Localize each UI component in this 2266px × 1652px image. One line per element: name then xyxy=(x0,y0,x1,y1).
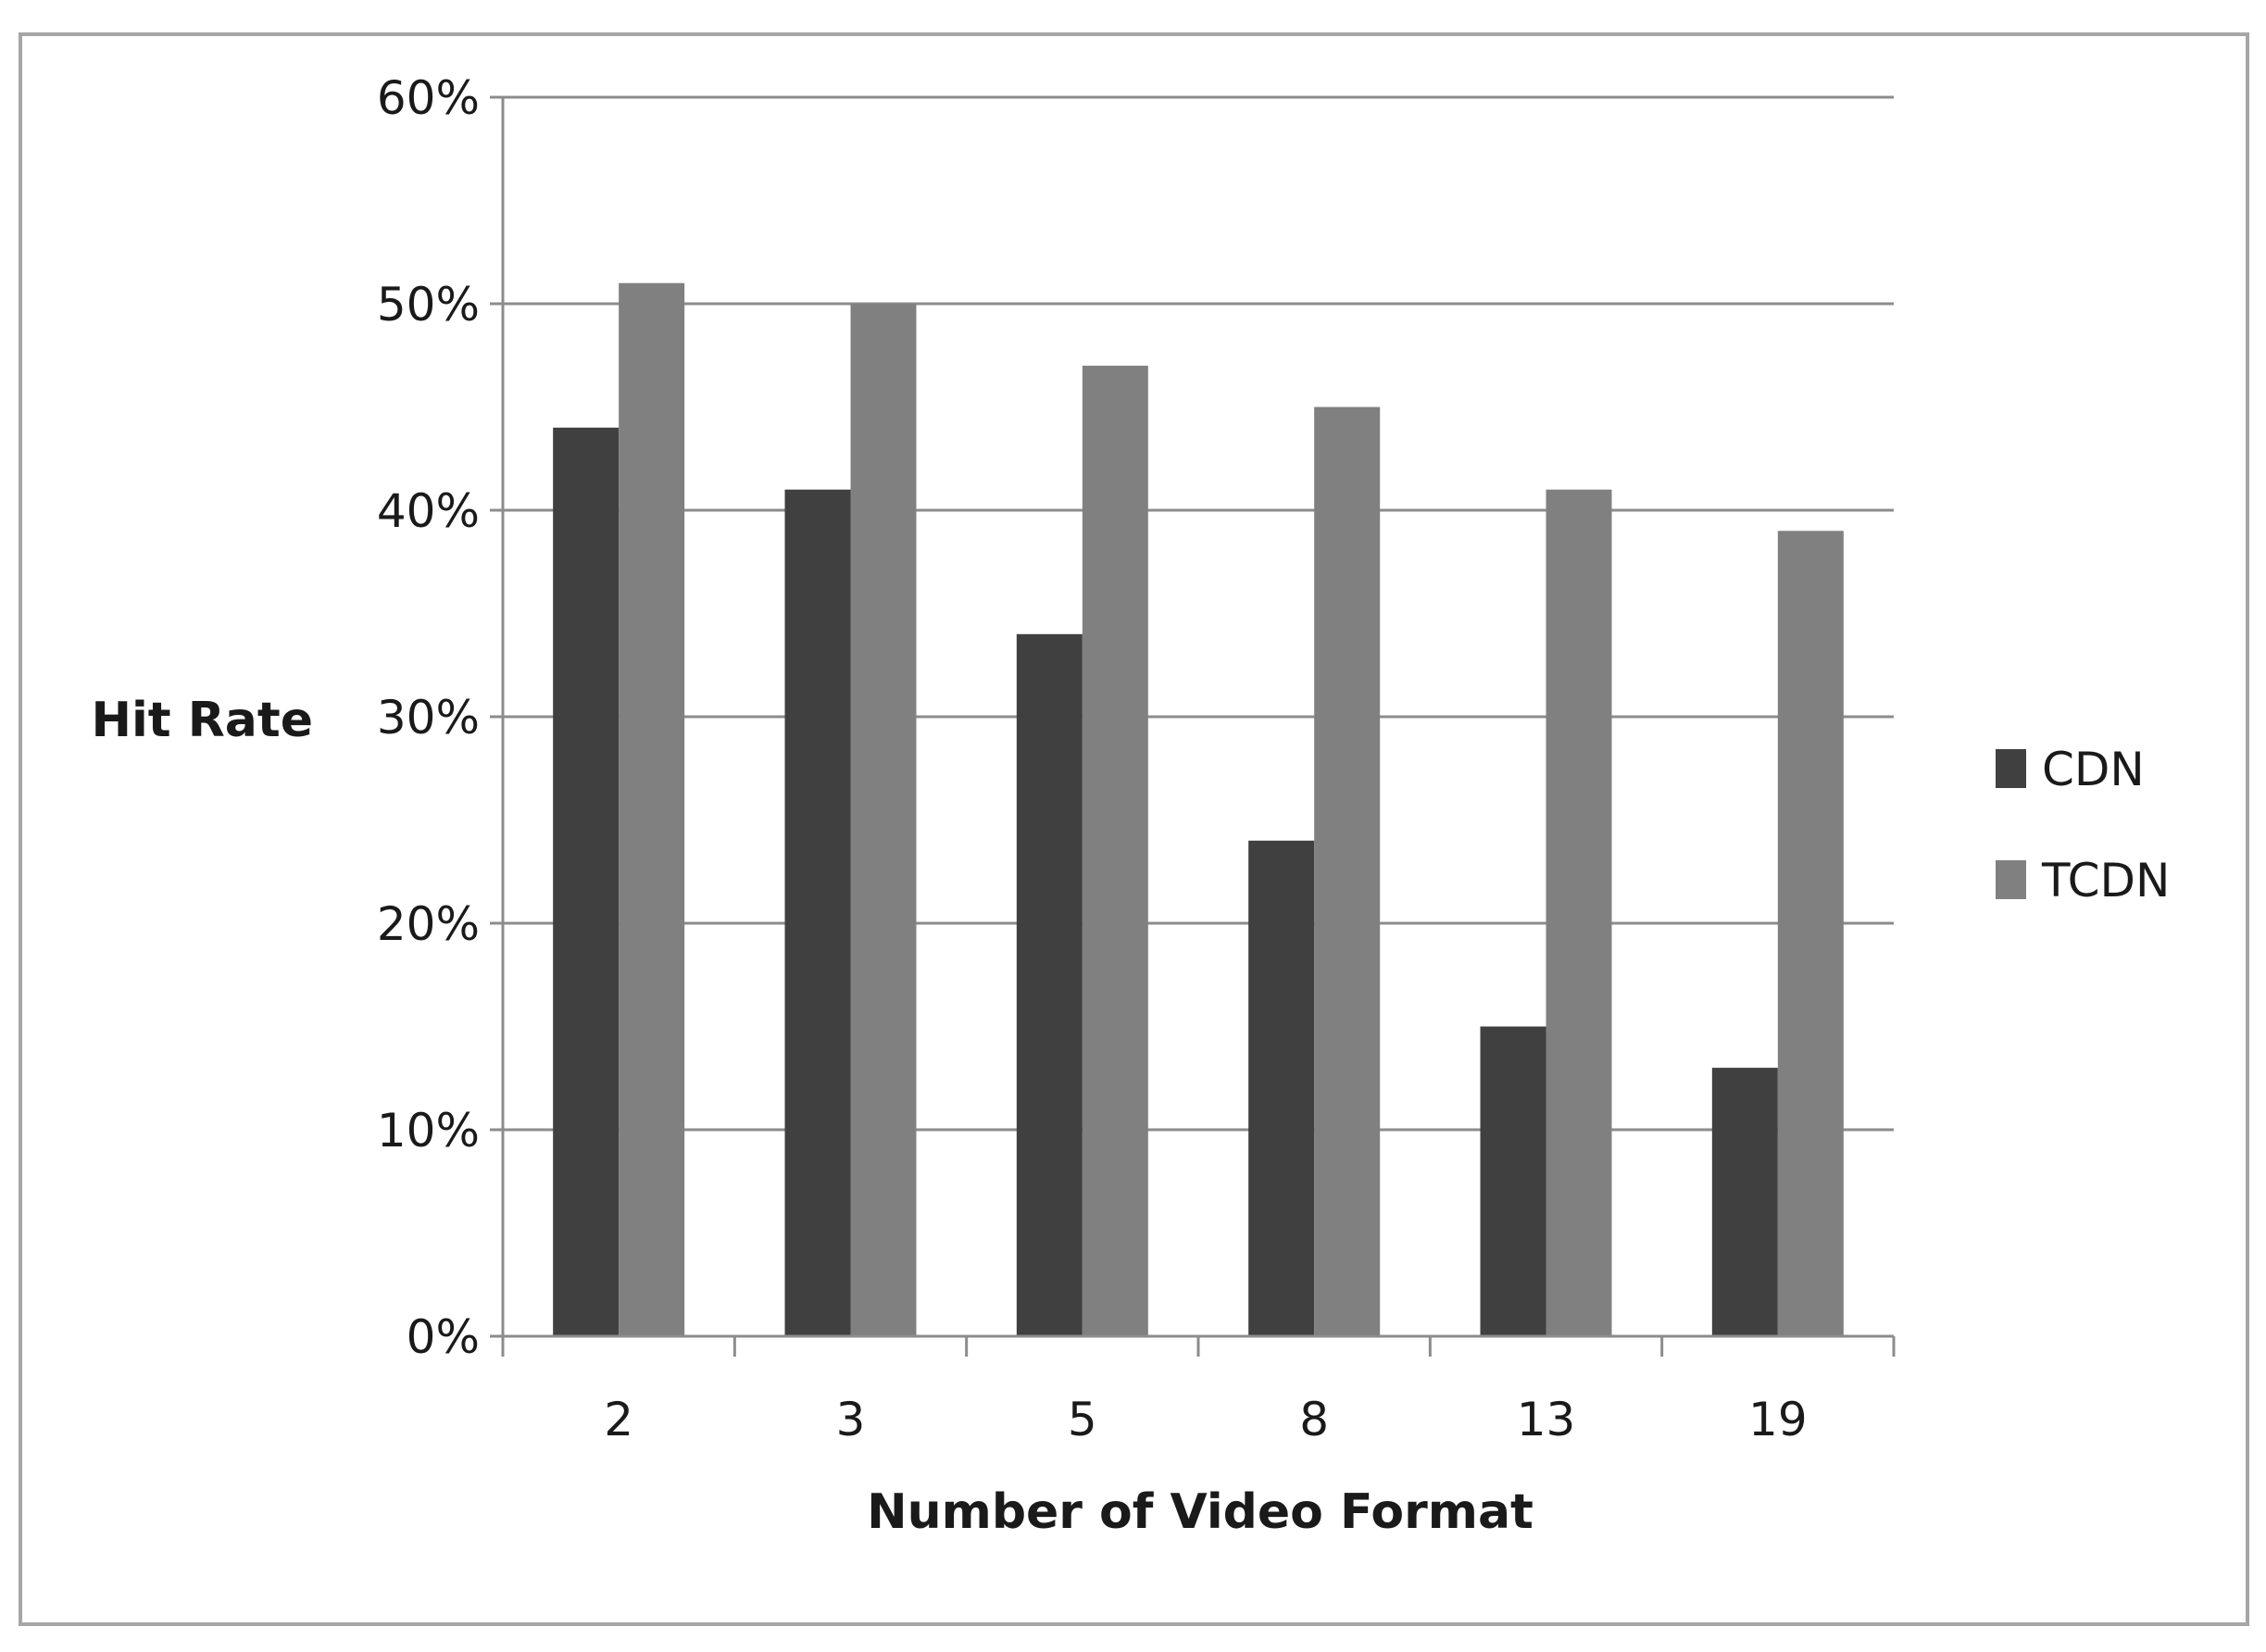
bar-cdn-19 xyxy=(1711,1068,1778,1336)
bar-cdn-5 xyxy=(1016,633,1083,1336)
bar-tcdn-8 xyxy=(1314,407,1381,1336)
bar-cdn-13 xyxy=(1480,1026,1546,1336)
x-tick-label: 8 xyxy=(1299,1393,1329,1446)
bars xyxy=(553,282,1844,1337)
bar-cdn-8 xyxy=(1248,840,1315,1336)
x-tick-label: 19 xyxy=(1748,1393,1808,1446)
y-tick-label: 30% xyxy=(377,691,480,745)
x-tick-label: 2 xyxy=(604,1393,633,1446)
legend-swatch-cdn xyxy=(1996,749,2026,788)
x-tick-labels: 2 3 5 8 13 19 xyxy=(604,1393,1807,1446)
y-tick-labels: 0% 10% 20% 30% 40% 50% 60% xyxy=(377,71,480,1364)
legend: CDN TCDN xyxy=(1996,743,2170,907)
bar-cdn-2 xyxy=(553,427,620,1336)
y-tick-label: 40% xyxy=(377,484,480,538)
x-tick-label: 5 xyxy=(1068,1393,1097,1446)
bar-tcdn-19 xyxy=(1777,531,1844,1336)
gridlines xyxy=(490,95,1894,1338)
bar-tcdn-13 xyxy=(1546,489,1612,1336)
x-axis-title: Number of Video Format xyxy=(867,1484,1534,1540)
bar-tcdn-2 xyxy=(619,282,685,1337)
axes xyxy=(501,97,1896,1357)
y-tick-label: 60% xyxy=(377,71,480,125)
y-axis-title: Hit Rate xyxy=(91,693,313,748)
bar-tcdn-5 xyxy=(1082,365,1148,1336)
y-tick-label: 10% xyxy=(377,1104,480,1158)
y-tick-label: 20% xyxy=(377,897,480,951)
bar-cdn-3 xyxy=(784,489,851,1336)
y-tick-label: 0% xyxy=(407,1310,480,1364)
x-tick-label: 3 xyxy=(836,1393,866,1446)
y-tick-label: 50% xyxy=(377,278,480,332)
bar-tcdn-3 xyxy=(850,304,917,1336)
legend-label-cdn: CDN xyxy=(2042,743,2145,796)
x-tick-label: 13 xyxy=(1517,1393,1576,1446)
legend-label-tcdn: TCDN xyxy=(2041,854,2170,907)
legend-swatch-tcdn xyxy=(1996,860,2026,899)
